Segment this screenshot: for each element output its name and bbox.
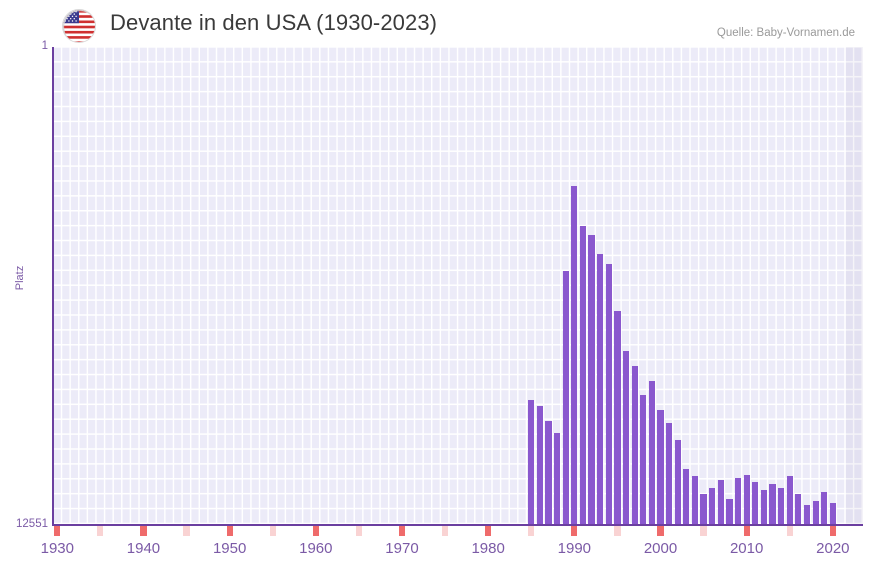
- bar-1990[interactable]: [571, 185, 578, 524]
- bar-1999[interactable]: [648, 381, 655, 524]
- bar-2002[interactable]: [674, 440, 681, 524]
- bar-2014[interactable]: [778, 487, 785, 524]
- x-axis-label-1990: 1990: [557, 540, 592, 557]
- x-tick-2020: [829, 526, 836, 536]
- y-axis-line: [52, 47, 54, 525]
- x-tick-1940: [140, 526, 147, 536]
- x-tick-1995: [614, 526, 621, 536]
- x-tick-1975: [441, 526, 449, 536]
- x-axis-label-2000: 2000: [643, 540, 678, 557]
- y-axis-bottom-label: 12551: [16, 518, 48, 530]
- bar-2020[interactable]: [829, 503, 836, 524]
- x-tick-1930: [54, 526, 61, 536]
- x-axis-label-1950: 1950: [212, 540, 247, 557]
- bar-1989[interactable]: [562, 271, 569, 524]
- bar-2007[interactable]: [717, 480, 724, 524]
- x-tick-1960: [312, 526, 319, 536]
- bar-1985[interactable]: [528, 400, 535, 524]
- x-axis-ticks: [53, 526, 863, 536]
- x-axis-label-2010: 2010: [729, 540, 764, 557]
- x-tick-2010: [743, 526, 750, 536]
- bar-2019[interactable]: [821, 491, 828, 524]
- bar-2003[interactable]: [683, 468, 690, 524]
- x-tick-2015: [786, 526, 793, 536]
- x-axis-label-1980: 1980: [471, 540, 505, 557]
- y-axis-title: Platz: [14, 265, 26, 291]
- bar-2012[interactable]: [760, 489, 767, 524]
- x-axis-label-1940: 1940: [126, 540, 161, 557]
- bar-1995[interactable]: [614, 311, 621, 524]
- bar-1991[interactable]: [579, 225, 587, 524]
- x-tick-1990: [571, 526, 578, 536]
- bar-2015[interactable]: [786, 476, 793, 524]
- bar-1997[interactable]: [631, 366, 638, 524]
- x-tick-1950: [226, 526, 233, 536]
- us-flag-icon: [62, 9, 96, 43]
- bar-2000[interactable]: [657, 409, 664, 524]
- source-attribution: Quelle: Baby-Vornamen.de: [716, 27, 855, 39]
- bar-1986[interactable]: [536, 406, 543, 524]
- bar-2005[interactable]: [700, 493, 707, 524]
- bar-2017[interactable]: [803, 504, 811, 524]
- x-tick-1935: [97, 526, 104, 536]
- x-tick-1965: [355, 526, 362, 536]
- bar-2016[interactable]: [795, 493, 802, 524]
- x-tick-2005: [700, 526, 707, 536]
- bar-2008[interactable]: [726, 499, 733, 524]
- page-title: Devante in den USA (1930-2023): [110, 10, 438, 35]
- bar-1992[interactable]: [588, 235, 595, 524]
- bar-2006[interactable]: [709, 487, 716, 524]
- bar-1987[interactable]: [545, 421, 552, 524]
- bar-2004[interactable]: [691, 476, 699, 524]
- bar-2001[interactable]: [666, 423, 673, 524]
- plot-area: [53, 47, 863, 524]
- x-tick-1970: [398, 526, 406, 536]
- bar-2009[interactable]: [734, 478, 742, 524]
- bar-2010[interactable]: [743, 474, 750, 524]
- x-tick-1985: [528, 526, 535, 536]
- bar-1994[interactable]: [605, 263, 612, 524]
- bar-1988[interactable]: [553, 432, 561, 524]
- bar-2018[interactable]: [812, 501, 819, 524]
- x-axis-line: [52, 524, 863, 526]
- chart-header: Devante in den USA (1930-2023) Quelle: B…: [0, 0, 873, 47]
- x-axis-label-1970: 1970: [385, 540, 419, 557]
- x-tick-1955: [269, 526, 276, 536]
- bar-2013[interactable]: [769, 484, 776, 524]
- bar-1998[interactable]: [640, 394, 647, 524]
- x-tick-2000: [657, 526, 664, 536]
- bar-2011[interactable]: [752, 482, 759, 524]
- bar-1993[interactable]: [597, 254, 604, 524]
- x-axis-label-2020: 2020: [816, 540, 850, 557]
- x-axis-label-1930: 1930: [40, 540, 74, 557]
- x-tick-1980: [485, 526, 492, 536]
- bar-1996[interactable]: [622, 351, 630, 524]
- y-axis-top-label: 1: [41, 40, 48, 52]
- x-axis-label-1960: 1960: [299, 540, 333, 557]
- x-tick-1945: [183, 526, 190, 536]
- bar-series: [53, 47, 863, 524]
